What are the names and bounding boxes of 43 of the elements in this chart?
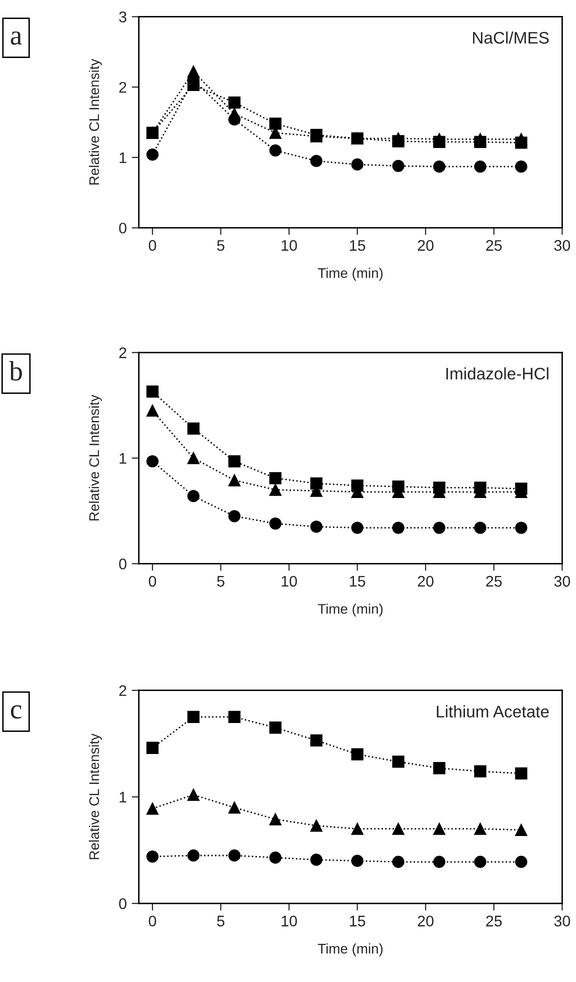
x-tick-label: 30: [554, 576, 570, 587]
x-tick-label: 25: [486, 916, 502, 926]
x-axis-title: Time (min): [318, 604, 383, 617]
y-tick-label: 2: [119, 82, 126, 93]
x-tick-label: 15: [350, 576, 366, 587]
x-tick-label: 30: [554, 240, 570, 251]
y-tick-label: 2: [119, 685, 126, 696]
y-tick-label: 1: [120, 152, 126, 163]
y-tick-label: 1: [120, 453, 126, 464]
x-tick-label: 25: [486, 576, 502, 587]
x-tick-label: 5: [217, 240, 224, 251]
x-tick-label: 0: [148, 576, 156, 587]
y-axis-title: Relative CL Intensity: [88, 394, 102, 520]
x-axis-title: Time (min): [318, 268, 383, 281]
y-tick-label: 0: [119, 558, 126, 570]
y-tick-label: 0: [119, 222, 126, 234]
x-tick-label: 0: [148, 240, 156, 251]
y-tick-label: 1: [120, 792, 126, 802]
x-tick-label: 10: [282, 916, 297, 926]
x-tick-label: 30: [554, 916, 570, 926]
x-tick-label: 5: [217, 916, 224, 926]
text: c: [10, 705, 22, 719]
y-axis-title: Relative CL Intensity: [88, 58, 102, 185]
text: NaCl/MES: [473, 31, 549, 44]
x-axis-title: Time (min): [318, 943, 383, 956]
text: a: [10, 31, 22, 45]
x-tick-label: 20: [418, 576, 434, 587]
x-tick-label: 25: [486, 240, 502, 251]
x-tick-label: 5: [217, 576, 224, 587]
text: Imidazole-HCl: [446, 367, 548, 380]
x-tick-label: 10: [282, 240, 297, 251]
y-tick-label: 0: [119, 898, 126, 910]
text: Lithium Acetate: [436, 705, 549, 718]
x-tick-label: 0: [148, 916, 156, 926]
x-tick-label: 15: [350, 916, 366, 926]
x-tick-label: 15: [350, 240, 366, 251]
y-tick-label: 3: [119, 12, 126, 22]
x-tick-label: 20: [418, 916, 434, 926]
y-tick-label: 2: [119, 347, 126, 358]
text: b: [9, 361, 22, 381]
x-tick-label: 20: [418, 240, 434, 251]
x-tick-label: 10: [282, 576, 297, 587]
y-axis-title: Relative CL Intensity: [88, 733, 102, 860]
